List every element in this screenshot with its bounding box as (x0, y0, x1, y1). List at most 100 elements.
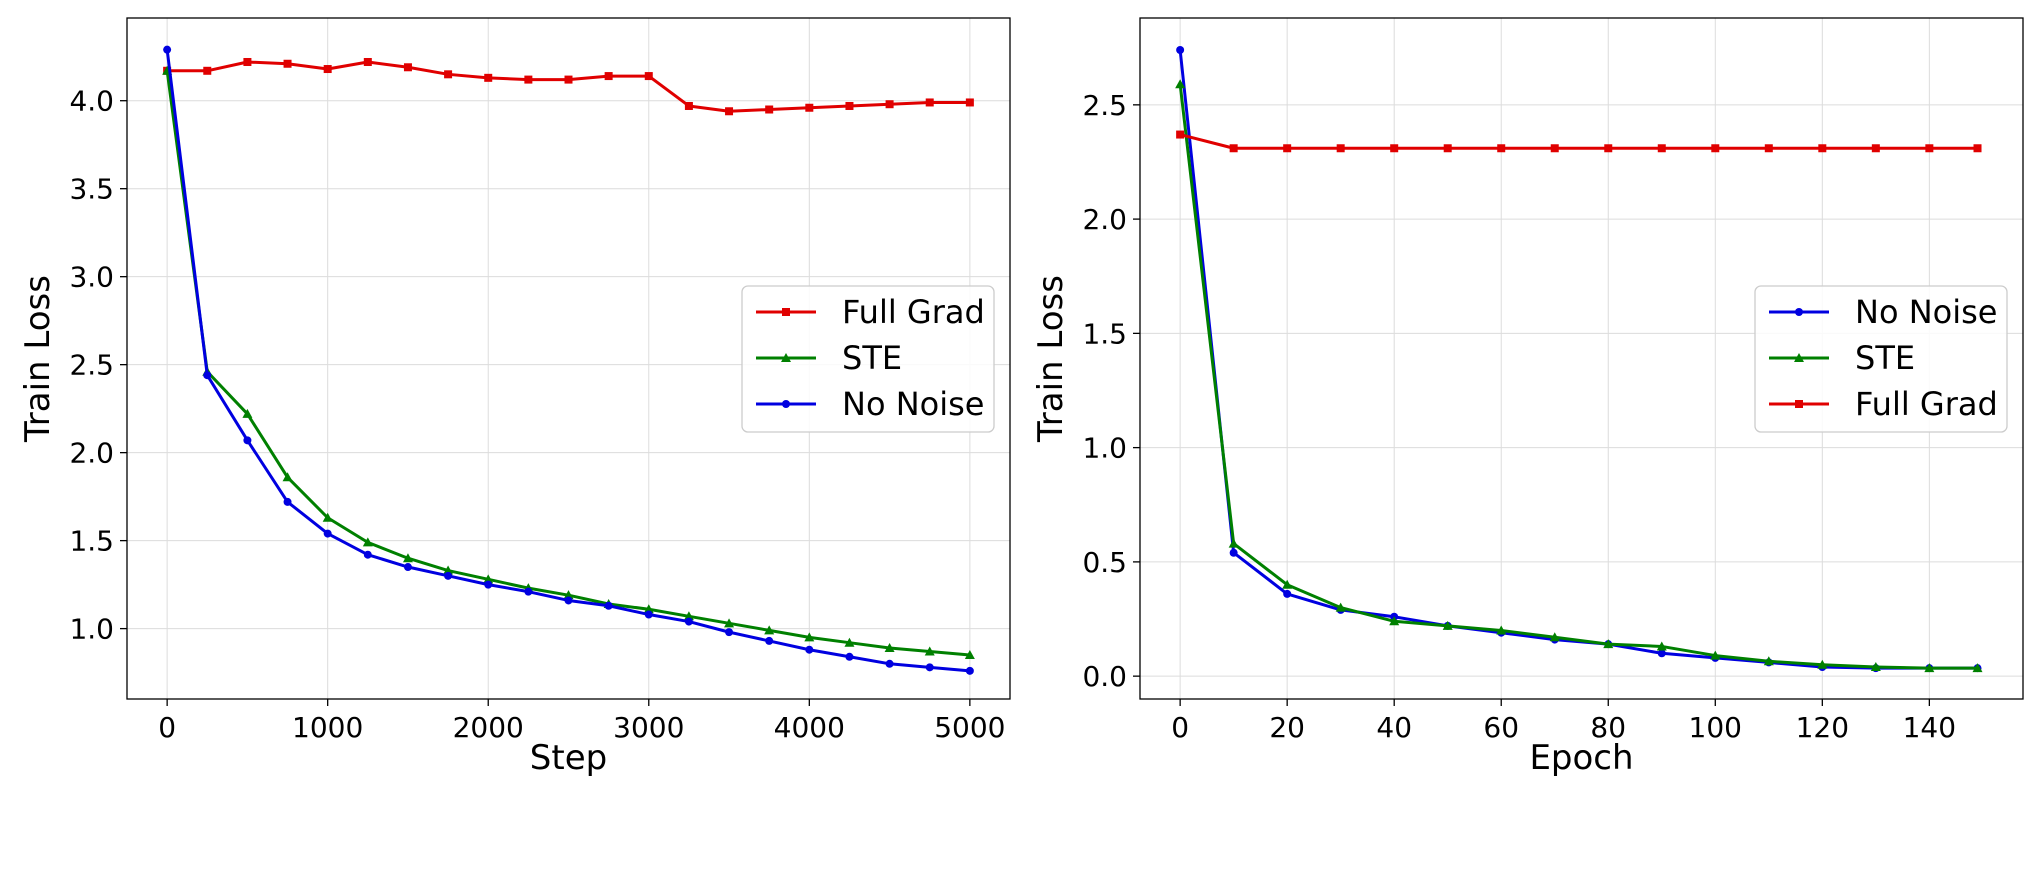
legend: No Noise STE Full Grad (1754, 285, 2008, 433)
data-point (1604, 144, 1613, 153)
data-point (684, 101, 693, 110)
y-tick-label: 0.5 (1082, 546, 1127, 579)
data-point (683, 611, 694, 621)
data-point (1390, 144, 1399, 153)
data-point (1657, 649, 1666, 658)
x-tick-label: 40 (1376, 711, 1412, 744)
legend-label: No Noise (842, 385, 984, 423)
data-point (1550, 144, 1559, 153)
data-point (1973, 144, 1982, 153)
legend-label: Full Grad (842, 293, 985, 331)
x-axis: 0 1000 2000 3000 4000 5000 (158, 699, 1005, 744)
legend-item: Full Grad (1769, 385, 1998, 423)
data-point (524, 75, 533, 84)
data-point (1925, 144, 1934, 153)
legend-marker (782, 308, 790, 316)
series-full-grad (163, 57, 974, 116)
legend-item: No Noise (756, 385, 984, 423)
data-point (1549, 632, 1560, 642)
data-point (845, 101, 854, 110)
data-point (283, 497, 292, 506)
data-point (765, 105, 774, 114)
data-point (203, 66, 212, 75)
x-axis-title: Epoch (1529, 738, 1633, 778)
data-point (885, 659, 894, 668)
data-point (483, 574, 494, 584)
data-point (1176, 130, 1185, 139)
data-point (1175, 79, 1186, 89)
data-point (684, 617, 693, 626)
data-point (283, 59, 292, 68)
data-point (443, 565, 454, 575)
x-axis-title: Step (530, 738, 607, 778)
y-tick-label: 4.0 (69, 85, 114, 118)
legend-marker (781, 353, 791, 362)
y-tick-label: 2.5 (69, 349, 114, 382)
data-point (1176, 45, 1185, 54)
data-point (1870, 662, 1881, 672)
data-point (925, 98, 934, 107)
x-tick-label: 60 (1483, 711, 1519, 744)
y-tick-label: 2.5 (1082, 89, 1127, 122)
x-tick-label: 100 (1689, 711, 1742, 744)
data-point (444, 571, 453, 580)
data-point (1283, 589, 1292, 598)
data-point (884, 642, 895, 652)
data-point (484, 73, 493, 82)
data-point (845, 652, 854, 661)
data-point (965, 666, 974, 675)
legend-item: No Noise (1769, 293, 1997, 331)
data-point (363, 57, 372, 66)
data-point (765, 636, 774, 645)
chart-1: 0 1000 2000 3000 4000 5000 1.0 1.5 2.0 2.5 3.0 3.5 4… (18, 17, 1011, 778)
x-tick-label: 3000 (613, 711, 684, 744)
legend-item: Full Grad (756, 293, 985, 331)
data-point (1817, 659, 1828, 669)
legend-label: No Noise (1855, 293, 1997, 331)
data-point (1229, 548, 1238, 557)
legend-marker (1795, 400, 1803, 408)
x-tick-label: 0 (158, 711, 176, 744)
data-point (804, 632, 815, 642)
x-axis: 0 20 40 60 80 100 120 140 (1171, 699, 1956, 744)
data-point (1336, 144, 1345, 153)
legend-label: Full Grad (1855, 385, 1998, 423)
data-point (604, 601, 613, 610)
data-point (163, 45, 172, 54)
data-point (644, 72, 653, 81)
y-tick-label: 1.5 (1082, 317, 1127, 350)
plot-frame (1139, 17, 2024, 700)
data-point (363, 550, 372, 559)
data-point (964, 650, 975, 660)
legend-marker (782, 400, 790, 408)
x-tick-label: 20 (1269, 711, 1305, 744)
data-point (844, 637, 855, 647)
y-tick-label: 2.0 (69, 437, 114, 470)
series-line (1179, 133, 1978, 150)
data-point (724, 618, 735, 628)
data-point (644, 610, 653, 619)
legend-box (1754, 285, 2008, 433)
data-point (925, 663, 934, 672)
data-point (524, 587, 533, 596)
data-point (805, 645, 814, 654)
series-no-noise (163, 45, 974, 675)
data-point (203, 371, 212, 380)
data-point (643, 604, 654, 614)
data-point (1497, 144, 1506, 153)
data-point (1764, 144, 1773, 153)
y-tick-label: 3.5 (69, 173, 114, 206)
legend-marker (1795, 308, 1803, 316)
data-point (885, 100, 894, 109)
data-point (1656, 641, 1667, 651)
data-point (243, 436, 252, 445)
data-point (965, 98, 974, 107)
data-point (725, 107, 734, 116)
data-point (1443, 144, 1452, 153)
data-point (564, 596, 573, 605)
data-point (564, 75, 573, 84)
chart-2: 0 20 40 60 80 100 120 140 0.0 0.5 1.0 1.5 2.0 2.5 Epoc… (1031, 17, 2024, 778)
x-tick-label: 1000 (292, 711, 363, 744)
data-point (1229, 144, 1238, 153)
data-point (403, 563, 412, 572)
